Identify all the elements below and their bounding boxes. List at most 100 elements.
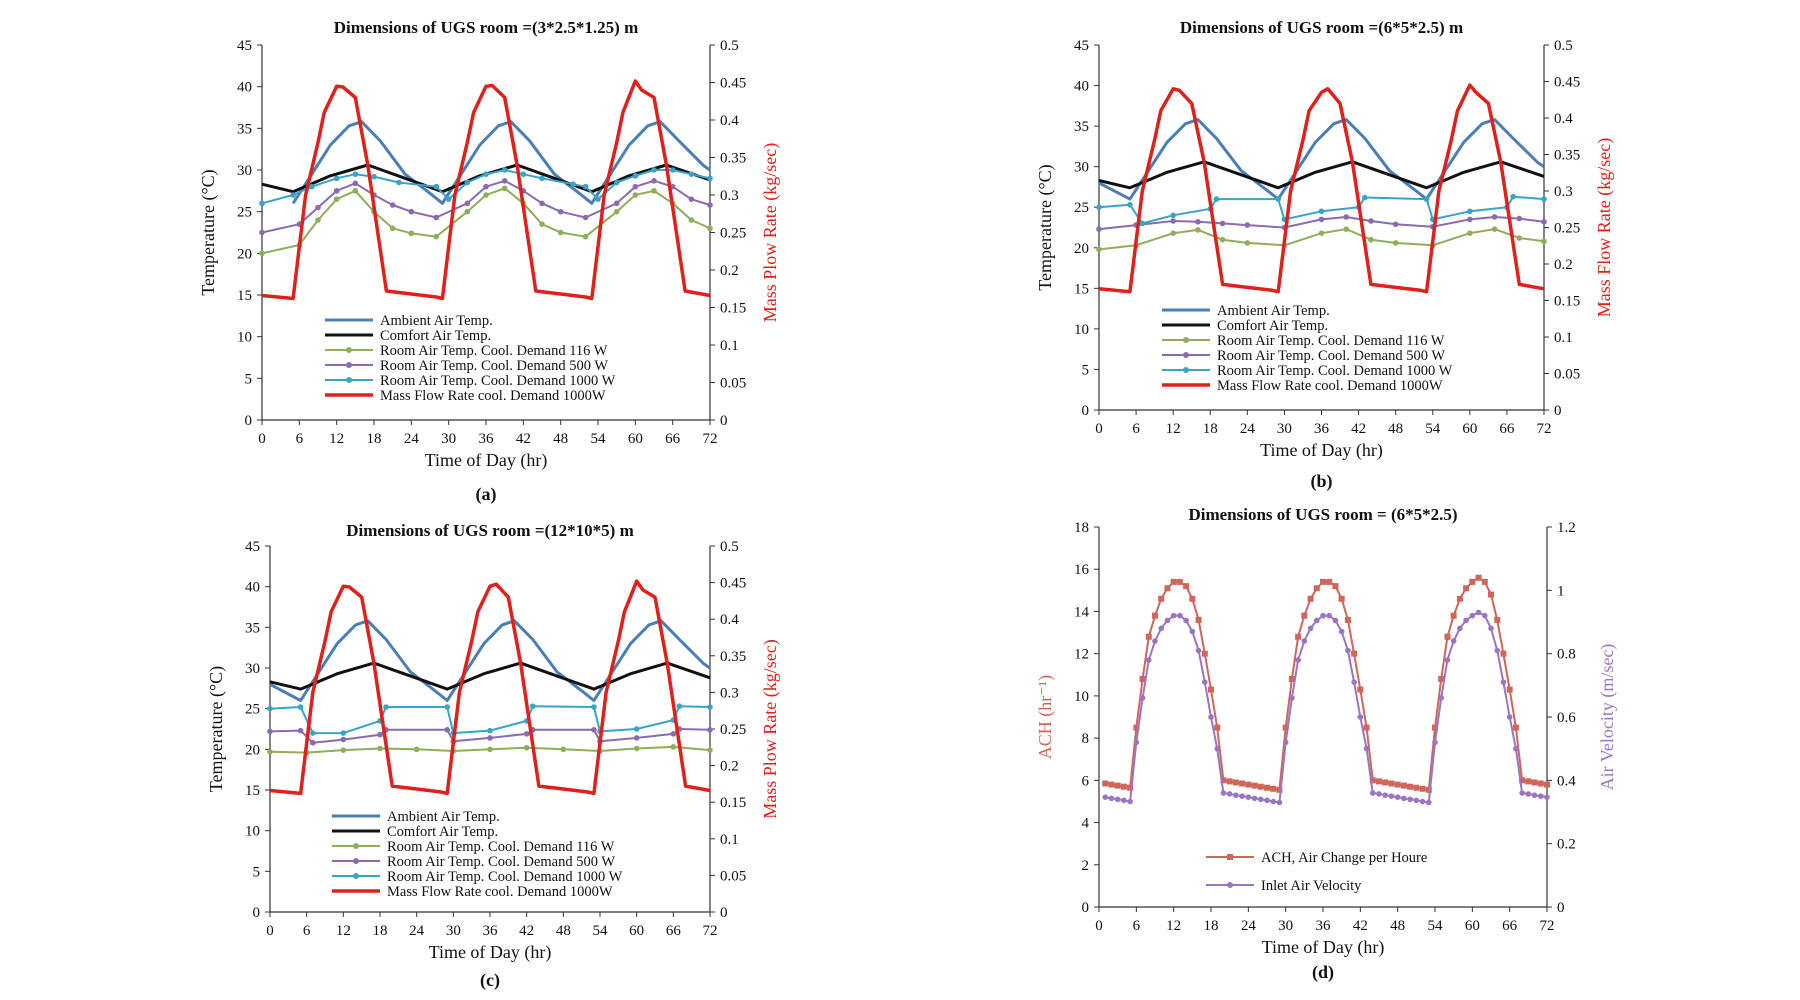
data-point <box>1463 585 1470 592</box>
series-line-0 <box>1105 576 1548 791</box>
panel-caption: (b) <box>1311 471 1333 492</box>
y2-tick-label: 0.3 <box>720 685 739 701</box>
y-tick-label: 0 <box>1082 403 1090 419</box>
data-point <box>333 175 340 182</box>
panel-caption: (c) <box>480 970 500 991</box>
legend-label: Mass Flow Rate cool. Demand 1000W <box>380 388 606 404</box>
data-point <box>707 225 713 232</box>
data-point <box>1388 793 1395 799</box>
data-point <box>1450 612 1457 619</box>
legend-label: Room Air Temp. Cool. Demand 116 W <box>380 343 608 359</box>
x-tick-label: 60 <box>1462 421 1477 437</box>
legend-marker <box>1183 367 1189 373</box>
data-point <box>1488 625 1494 632</box>
data-point <box>389 225 396 232</box>
data-point <box>1170 578 1177 585</box>
data-point <box>595 196 601 202</box>
y-tick-label: 18 <box>1074 520 1089 536</box>
chart-title: Dimensions of UGS room =(12*10*5) m <box>346 521 634 540</box>
data-point <box>1220 777 1227 784</box>
data-point <box>1170 612 1177 619</box>
data-point <box>1357 686 1364 693</box>
data-point <box>1183 583 1190 590</box>
data-point <box>1208 714 1214 720</box>
data-point <box>1195 647 1202 654</box>
legend-label: Room Air Temp. Cool. Demand 1000 W <box>1217 363 1453 379</box>
x-tick-label: 6 <box>296 431 304 447</box>
data-point <box>1320 612 1326 619</box>
x-tick-label: 0 <box>1095 918 1103 934</box>
legend: Ambient Air Temp.Comfort Air Temp.Room A… <box>325 313 616 404</box>
series-line-1 <box>1104 611 1548 804</box>
data-point <box>389 202 396 208</box>
data-point <box>591 704 597 710</box>
data-point <box>1226 791 1233 797</box>
data-point <box>1127 201 1133 208</box>
y2-tick-label: 0.3 <box>720 188 739 204</box>
data-point <box>1245 781 1252 788</box>
y-tick-label: 4 <box>1082 816 1090 832</box>
legend-marker <box>353 843 359 849</box>
data-point <box>1469 578 1476 585</box>
data-point <box>1139 676 1146 682</box>
x-tick-label: 18 <box>367 431 382 447</box>
data-point <box>1376 791 1382 797</box>
y-tick-label: 10 <box>245 824 260 840</box>
legend-label: Comfort Air Temp. <box>380 328 491 344</box>
series-line-2 <box>261 187 711 255</box>
y2-tick-label: 0.2 <box>1554 257 1573 273</box>
data-point <box>1519 790 1525 796</box>
data-point <box>1392 240 1399 246</box>
data-point <box>309 730 316 736</box>
data-point <box>523 731 530 737</box>
data-point <box>1264 784 1270 791</box>
y-tick-label: 0 <box>245 413 253 429</box>
data-point <box>259 250 265 257</box>
data-point <box>1213 196 1220 202</box>
data-point <box>1318 230 1325 236</box>
data-point <box>1239 793 1245 799</box>
y-tick-label: 30 <box>1074 160 1089 176</box>
y2-tick-label: 0.8 <box>1557 647 1576 663</box>
data-point <box>1226 778 1233 785</box>
legend-marker <box>1227 882 1233 888</box>
data-point <box>1301 612 1308 619</box>
data-point <box>1423 196 1430 202</box>
legend-label: Ambient Air Temp. <box>380 313 493 329</box>
data-point <box>1257 796 1264 803</box>
data-point <box>1444 633 1451 640</box>
data-point <box>520 171 527 177</box>
legend: Ambient Air Temp.Comfort Air Temp.Room A… <box>332 809 623 900</box>
legend-marker <box>353 873 359 879</box>
data-point <box>560 746 567 753</box>
data-point <box>1301 638 1308 644</box>
x-tick-label: 6 <box>1133 918 1141 934</box>
data-point <box>1307 625 1314 632</box>
data-point <box>267 748 273 755</box>
y-tick-label: 2 <box>1082 858 1090 874</box>
data-point <box>352 180 359 187</box>
x-tick-label: 24 <box>1240 421 1256 437</box>
x-tick-label: 72 <box>703 923 718 939</box>
chart-panel-c: 0 5 10 15 20 25 30 35 40 45 0 0.05 0.1 0.15 0.2 0.25 0.3… <box>206 521 781 991</box>
data-point <box>1208 686 1214 693</box>
legend-label: Room Air Temp. Cool. Demand 500 W <box>387 854 615 870</box>
data-point <box>1467 208 1473 215</box>
y2-tick-label: 0.45 <box>720 576 746 592</box>
x-tick-label: 18 <box>1204 918 1219 934</box>
data-point <box>1463 617 1469 624</box>
y2-tick-label: 0.35 <box>720 649 746 665</box>
data-point <box>1214 745 1221 752</box>
data-point <box>1491 226 1498 232</box>
data-point <box>613 179 620 186</box>
data-point <box>1121 797 1127 804</box>
data-point <box>1368 218 1374 224</box>
data-point <box>1481 612 1488 619</box>
data-point <box>1541 219 1547 225</box>
data-point <box>333 196 340 202</box>
data-point <box>297 704 304 710</box>
y-tick-label: 25 <box>1074 200 1089 216</box>
data-point <box>1158 625 1165 632</box>
data-point <box>1127 784 1134 791</box>
series-line-2 <box>1098 228 1545 251</box>
